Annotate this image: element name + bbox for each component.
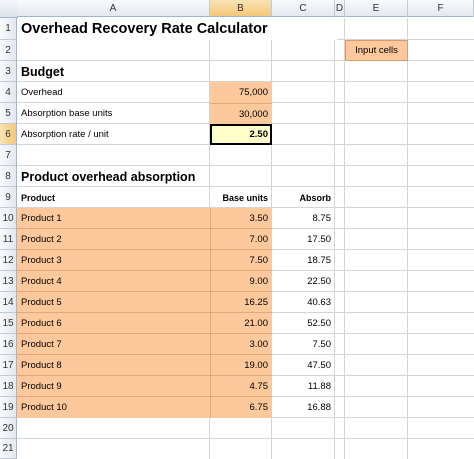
overhead-input[interactable]: 75,000 <box>210 82 272 103</box>
product-units[interactable]: 9.00 <box>210 271 272 292</box>
row-header[interactable]: 7 <box>0 145 17 166</box>
row-header[interactable]: 9 <box>0 187 17 208</box>
row-header[interactable]: 8 <box>0 166 17 187</box>
product-name[interactable]: Product 9 <box>17 376 210 397</box>
row-header[interactable]: 18 <box>0 376 17 397</box>
product-units[interactable]: 16.25 <box>210 292 272 313</box>
product-absorb[interactable]: 8.75 <box>312 213 332 224</box>
input-cells-legend[interactable]: Input cells <box>345 40 408 61</box>
row-header[interactable]: 3 <box>0 61 17 82</box>
product-units[interactable]: 3.00 <box>210 334 272 355</box>
row-header[interactable]: 11 <box>0 229 17 250</box>
product-absorb[interactable]: 16.88 <box>307 402 331 413</box>
row-header[interactable]: 20 <box>0 418 17 439</box>
product-absorb[interactable]: 18.75 <box>307 255 331 266</box>
product-absorb[interactable]: 22.50 <box>307 276 331 287</box>
row-header[interactable]: 4 <box>0 82 17 103</box>
row-header[interactable]: 21 <box>0 439 17 459</box>
column-header-f[interactable]: F <box>408 0 474 17</box>
product-name[interactable]: Product 7 <box>17 334 210 355</box>
product-name[interactable]: Product 10 <box>17 397 210 418</box>
absorb-column-header[interactable]: Absorb <box>299 192 332 203</box>
column-header-a[interactable]: A <box>17 0 210 17</box>
product-name[interactable]: Product 3 <box>17 250 210 271</box>
row-header[interactable]: 19 <box>0 397 17 418</box>
row-header[interactable]: 5 <box>0 103 17 124</box>
product-units[interactable]: 6.75 <box>210 397 272 418</box>
product-name[interactable]: Product 5 <box>17 292 210 313</box>
page-title[interactable]: Overhead Recovery Rate Calculator <box>17 18 337 40</box>
column-header-d[interactable]: D <box>335 0 345 17</box>
absorption-rate-value[interactable]: 2.50 <box>210 124 272 145</box>
product-absorb[interactable]: 47.50 <box>307 360 331 371</box>
row-header[interactable]: 17 <box>0 355 17 376</box>
product-name[interactable]: Product 4 <box>17 271 210 292</box>
product-absorb[interactable]: 7.50 <box>312 339 332 350</box>
absorption-rate-label[interactable]: Absorption rate / unit <box>21 129 109 140</box>
row-header[interactable]: 12 <box>0 250 17 271</box>
product-units[interactable]: 4.75 <box>210 376 272 397</box>
product-absorb[interactable]: 40.63 <box>307 297 331 308</box>
row-header[interactable]: 6 <box>0 124 17 145</box>
product-absorb[interactable]: 11.88 <box>307 381 331 392</box>
column-header-c[interactable]: C <box>272 0 335 17</box>
column-header-b[interactable]: B <box>210 0 272 17</box>
product-name[interactable]: Product 2 <box>17 229 210 250</box>
product-name[interactable]: Product 6 <box>17 313 210 334</box>
select-all-corner[interactable] <box>0 0 18 18</box>
row-header[interactable]: 14 <box>0 292 17 313</box>
product-units[interactable]: 21.00 <box>210 313 272 334</box>
product-absorption-heading[interactable]: Product overhead absorption <box>21 169 196 184</box>
product-column-header[interactable]: Product <box>21 192 56 203</box>
base-units-column-header[interactable]: Base units <box>222 192 268 203</box>
product-units[interactable]: 7.00 <box>210 229 272 250</box>
absorption-base-label[interactable]: Absorption base units <box>21 108 113 119</box>
budget-heading[interactable]: Budget <box>21 64 65 79</box>
product-absorb[interactable]: 17.50 <box>307 234 331 245</box>
row-header[interactable]: 2 <box>0 40 17 61</box>
row-header[interactable]: 13 <box>0 271 17 292</box>
absorption-base-input[interactable]: 30,000 <box>210 103 272 124</box>
product-name[interactable]: Product 8 <box>17 355 210 376</box>
product-units[interactable]: 3.50 <box>210 208 272 229</box>
row-header[interactable]: 16 <box>0 334 17 355</box>
row-header[interactable]: 1 <box>0 18 17 40</box>
product-units[interactable]: 7.50 <box>210 250 272 271</box>
product-absorb[interactable]: 52.50 <box>307 318 331 329</box>
column-header-bar: A B C D E F <box>0 0 474 18</box>
row-header[interactable]: 10 <box>0 208 17 229</box>
column-header-e[interactable]: E <box>345 0 408 17</box>
product-units[interactable]: 19.00 <box>210 355 272 376</box>
product-name[interactable]: Product 1 <box>17 208 210 229</box>
overhead-label[interactable]: Overhead <box>21 87 63 98</box>
row-header[interactable]: 15 <box>0 313 17 334</box>
